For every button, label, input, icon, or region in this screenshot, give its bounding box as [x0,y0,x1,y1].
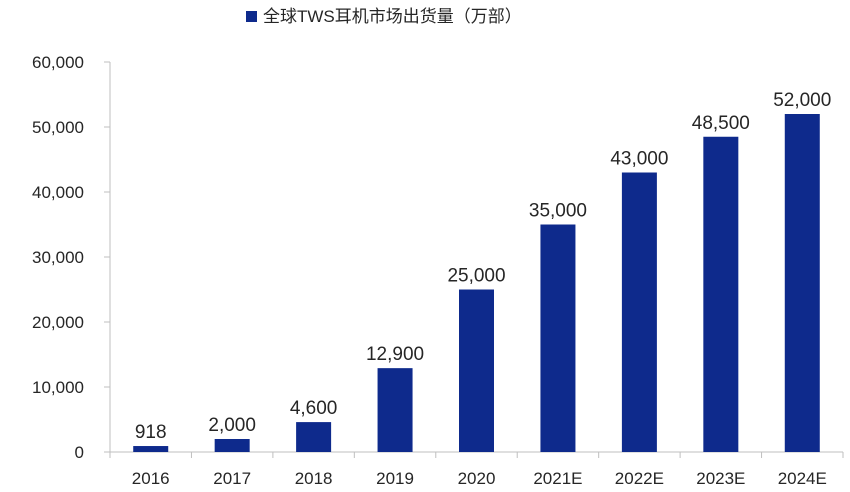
bar-2017 [214,439,250,452]
x-category-label: 2021E [533,469,582,488]
data-label: 48,500 [692,113,750,134]
y-axis: 0 10,000 20,000 30,000 40,000 50,000 60,000 [32,53,111,462]
y-tick-label: 30,000 [32,248,84,267]
x-category-label: 2024E [778,469,827,488]
bar-2021E [540,224,576,452]
x-axis: 2016 2017 2018 2019 2020 2021E 2022E 2023E 2024E [109,451,844,488]
data-label: 43,000 [610,149,668,170]
x-category-label: 2017 [213,469,251,488]
bars [133,114,820,452]
legend: 全球TWS耳机市场出货量（万部） [246,7,522,26]
data-label: 2,000 [208,415,256,436]
bar-2022E [621,172,657,452]
data-labels: 918 2,000 4,600 12,900 25,000 35,000 43,000 48,… [135,90,831,443]
x-category-label: 2022E [615,469,664,488]
data-label: 918 [135,422,167,443]
bar-2019 [377,368,413,452]
y-tick-label: 50,000 [32,118,84,137]
bar-2020 [459,289,494,452]
bar-2016 [133,446,169,452]
y-tick-label: 60,000 [32,53,84,72]
y-tick-label: 0 [75,443,84,462]
x-category-label: 2020 [458,469,496,488]
bar-2018 [296,422,332,452]
legend-swatch [246,11,257,22]
x-category-label: 2023E [696,469,745,488]
x-category-label: 2016 [132,469,170,488]
data-label: 12,900 [366,344,424,365]
x-category-label: 2019 [376,469,414,488]
y-tick-label: 40,000 [32,183,84,202]
bar-2023E [703,136,739,452]
y-tick-label: 10,000 [32,378,84,397]
data-label: 4,600 [290,398,338,419]
data-label: 52,000 [773,90,831,111]
data-label: 35,000 [529,201,587,222]
legend-label: 全球TWS耳机市场出货量（万部） [263,7,522,26]
data-label: 25,000 [447,266,505,287]
x-category-label: 2018 [295,469,333,488]
bar-2024E [784,114,820,452]
y-tick-label: 20,000 [32,313,84,332]
